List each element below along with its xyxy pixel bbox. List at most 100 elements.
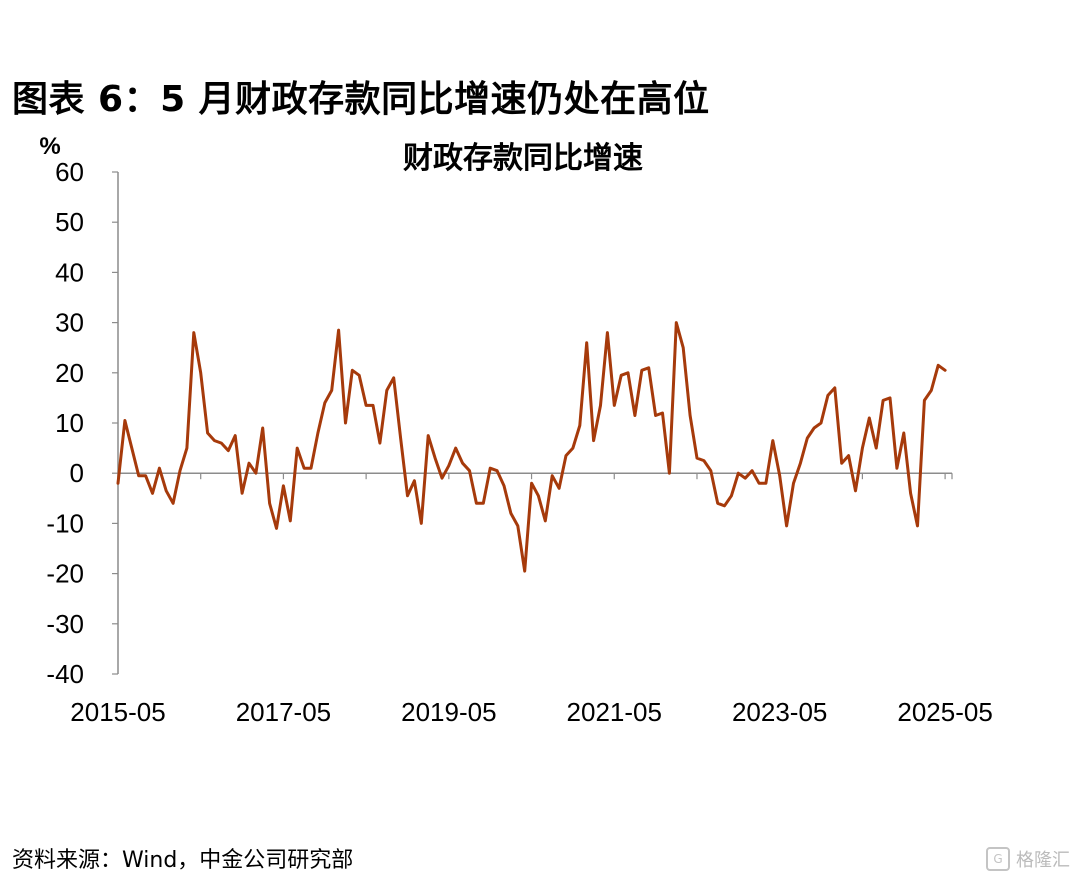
data-point (537, 495, 540, 497)
data-point (840, 462, 843, 465)
data-point (413, 479, 416, 482)
x-tick-label: 2015-05 (70, 697, 165, 727)
data-point (820, 422, 822, 424)
data-point (558, 487, 560, 490)
data-point (599, 404, 602, 407)
data-point (282, 485, 285, 487)
data-point (875, 447, 877, 449)
data-point (517, 525, 519, 527)
data-point (454, 447, 457, 449)
data-point (399, 437, 402, 439)
y-tick-label: -40 (46, 659, 84, 689)
axes: 60 50 40 30 20 10 0 -10 -20 -30 -40 2015-05 2017-05 2… (46, 157, 992, 727)
data-point (544, 520, 547, 522)
data-point (255, 472, 257, 475)
data-point (592, 439, 595, 442)
data-point (530, 482, 533, 485)
data-point (172, 502, 174, 505)
data-point (372, 404, 374, 407)
x-tick-label: 2025-05 (897, 697, 992, 727)
data-point (785, 525, 788, 527)
data-point (317, 432, 319, 434)
data-point (737, 472, 740, 475)
data-point (144, 474, 147, 477)
data-point (765, 482, 767, 485)
data-point (296, 447, 299, 449)
data-point (896, 467, 898, 470)
data-point (199, 372, 202, 374)
data-point (565, 454, 567, 457)
data-point (627, 372, 629, 374)
y-tick-label: 40 (55, 257, 84, 287)
data-point (213, 439, 216, 442)
data-point (468, 469, 471, 472)
data-point (206, 432, 209, 434)
data-point (861, 447, 864, 449)
data-point (813, 427, 815, 429)
data-point (241, 492, 243, 495)
data-point (448, 464, 450, 467)
chart-title: 财政存款同比增速 (403, 142, 643, 175)
data-point (847, 454, 850, 457)
data-point (179, 469, 181, 472)
y-tick-label: 30 (55, 308, 84, 338)
data-point (151, 492, 154, 495)
data-point (227, 449, 230, 452)
data-point (551, 474, 553, 477)
data-point (854, 490, 857, 492)
data-point (523, 570, 526, 572)
y-tick-label: -10 (46, 508, 84, 538)
y-tick-label: 50 (55, 207, 84, 237)
data-point (496, 469, 498, 472)
data-point (792, 482, 795, 485)
data-point (868, 417, 871, 419)
data-point (647, 367, 650, 369)
data-point (730, 495, 733, 497)
data-point (158, 467, 161, 470)
data-point (613, 404, 616, 407)
data-point (689, 414, 691, 417)
data-point (330, 389, 333, 392)
data-point (806, 437, 809, 439)
x-tick-label: 2021-05 (567, 697, 662, 727)
data-point (909, 492, 912, 495)
data-point (723, 505, 726, 507)
data-point (772, 439, 774, 442)
data-point (117, 482, 119, 485)
data-point (510, 512, 512, 515)
data-point (758, 482, 760, 485)
data-point (606, 331, 609, 334)
data-point (475, 502, 478, 505)
figure-title: 图表 6：5 月财政存款同比增速仍处在高位 (12, 79, 710, 120)
data-point (434, 457, 436, 459)
y-tick-label: 20 (55, 358, 84, 388)
data-point (834, 387, 836, 389)
x-tick-label: 2023-05 (732, 697, 827, 727)
data-point (882, 399, 884, 402)
data-point (344, 422, 347, 424)
data-point (675, 321, 678, 324)
x-tick-label: 2019-05 (401, 697, 496, 727)
series-layer (116, 321, 947, 573)
data-point (303, 467, 305, 470)
data-point (716, 502, 719, 505)
data-point (930, 389, 933, 392)
data-point (710, 469, 712, 472)
data-point (661, 412, 664, 414)
data-point (923, 399, 926, 402)
data-point (420, 522, 423, 525)
data-point (620, 374, 622, 377)
data-point (248, 462, 250, 465)
data-point (682, 346, 684, 349)
series-line-0 (116, 321, 947, 573)
data-point (165, 490, 167, 492)
y-tick-label: -20 (46, 559, 84, 589)
y-axis-unit-label: % (39, 133, 60, 160)
data-point (585, 341, 588, 344)
data-point (261, 427, 264, 429)
data-point (441, 477, 443, 480)
data-point (234, 434, 236, 437)
y-tick-label: 0 (70, 458, 84, 488)
data-point (751, 469, 753, 472)
data-point (289, 520, 292, 522)
